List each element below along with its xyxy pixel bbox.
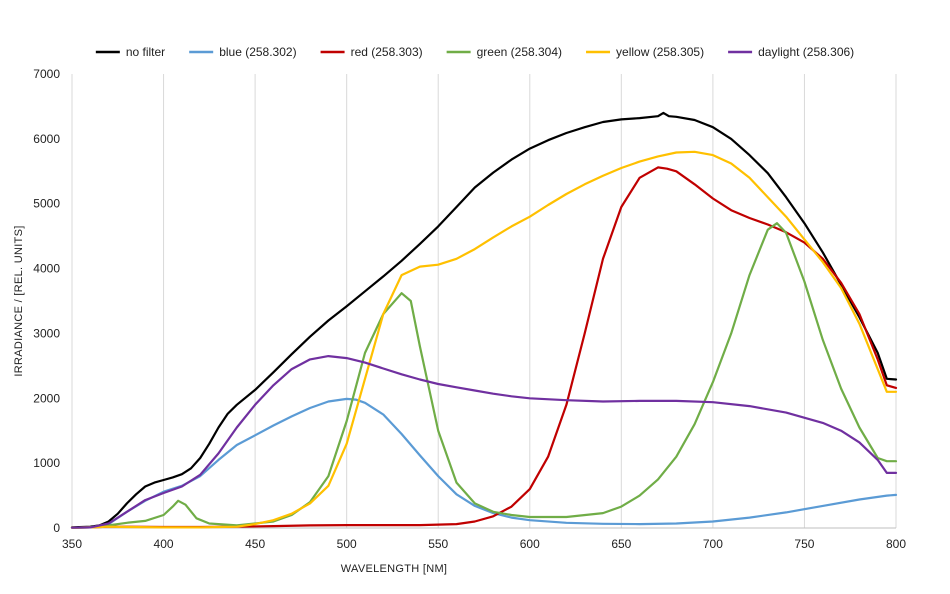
series-lines [70,111,898,529]
x-tick-label-500: 500 [337,537,357,551]
y-tick-labels: 0 1000 2000 3000 4000 5000 6000 7000 [33,67,60,535]
x-tick-label-700: 700 [703,537,723,551]
y-tick-label-6000: 6000 [33,132,60,146]
x-tick-label-550: 550 [428,537,448,551]
x-tick-label-600: 600 [520,537,540,551]
legend-label-5: daylight (258.306) [758,45,854,59]
y-tick-label-2000: 2000 [33,391,60,405]
y-tick-label-7000: 7000 [33,67,60,81]
x-tick-label-800: 800 [886,537,906,551]
series-line-4 [70,150,898,529]
legend: no filter blue (258.302) red (258.303) gree… [95,45,854,59]
y-tick-label-3000: 3000 [33,326,60,340]
x-tick-label-750: 750 [794,537,814,551]
x-axis-title: WAVELENGTH [NM] [341,563,448,575]
y-tick-label-0: 0 [53,521,60,535]
x-tick-label-450: 450 [245,537,265,551]
legend-label-2: red (258.303) [351,45,423,59]
legend-label-1: blue (258.302) [219,45,296,59]
x-tick-label-650: 650 [611,537,631,551]
series-line-0 [70,111,898,529]
grid [71,74,897,528]
x-tick-labels: 350 400 450 500 550 600 650 700 750 800 [62,537,906,551]
y-tick-label-5000: 5000 [33,197,60,211]
x-tick-label-400: 400 [154,537,174,551]
legend-label-0: no filter [126,45,165,59]
y-axis-title: IRRADIANCE / [REL. UNITS] [13,225,25,376]
legend-label-4: yellow (258.305) [616,45,704,59]
y-tick-label-4000: 4000 [33,262,60,276]
legend-label-3: green (258.304) [477,45,562,59]
y-tick-label-1000: 1000 [33,456,60,470]
series-line-5 [70,355,898,529]
series-line-3 [70,222,898,529]
series-line-2 [70,166,898,529]
x-tick-label-350: 350 [62,537,82,551]
